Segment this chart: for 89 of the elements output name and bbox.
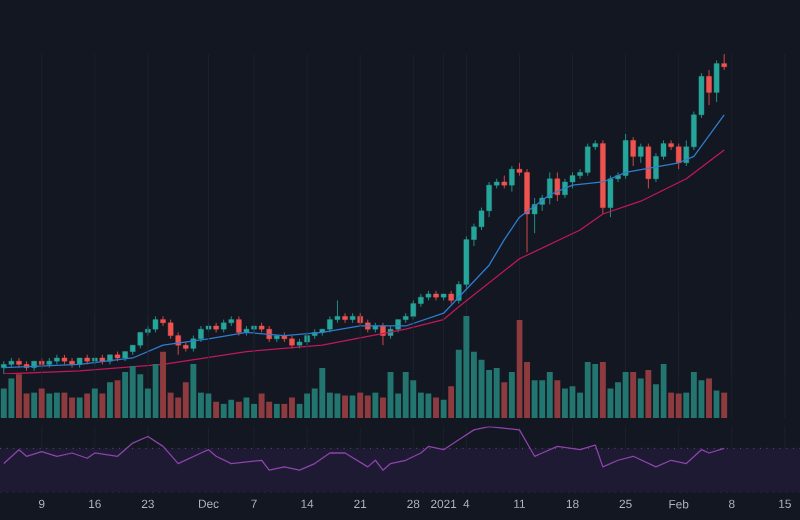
bar [91,388,98,418]
candlestick [584,143,591,177]
bar [69,397,75,418]
bar [607,388,614,418]
bar [622,372,629,418]
bar [53,392,60,418]
bar [213,401,220,418]
bar [220,403,227,418]
bar [372,392,379,418]
bar [706,378,712,418]
bar [61,392,68,418]
bar [334,393,341,418]
bar [433,397,439,418]
bar [16,374,22,418]
bar [584,361,591,418]
bar [448,386,455,418]
bar [645,370,652,418]
bar [357,392,364,418]
candlestick [607,175,614,218]
bar [364,395,371,418]
bar [554,380,561,418]
bar [258,393,265,418]
bar [546,372,553,418]
candlestick [1,360,7,374]
bar [76,397,83,418]
bar [531,380,538,418]
candlestick [531,197,538,234]
bar [273,403,280,418]
bar [129,365,136,418]
bar [637,378,644,418]
candlestick [342,312,348,324]
bar [425,393,432,418]
candlestick [713,59,720,103]
bar [107,382,113,418]
bar [8,378,15,418]
bar [592,363,599,418]
candlestick [16,357,22,369]
candlestick [562,178,568,199]
candlestick [721,53,727,71]
candlestick [509,165,515,193]
bar [251,403,257,418]
bar [182,382,189,418]
bar [675,393,682,418]
bar [561,388,568,418]
bar [402,372,409,418]
bar [668,392,675,418]
bar [190,363,197,418]
bar [342,395,348,418]
candlestick [167,319,174,340]
candlestick [334,299,341,324]
bar [243,397,250,418]
bar [84,393,91,418]
bar [235,401,242,418]
candlestick [554,171,561,202]
bar [46,393,53,418]
bar [630,372,637,418]
bar [463,316,470,418]
bar [410,380,417,418]
candlestick [675,143,682,170]
bar [721,392,728,418]
bar [599,361,606,418]
candlestick [622,133,629,180]
candlestick [630,136,636,167]
bar [266,401,273,418]
bar [698,380,705,418]
bar [289,397,295,418]
candlestick [54,354,60,365]
bar [319,368,326,418]
bar [440,399,447,418]
bar [690,372,697,418]
candlestick [547,171,553,205]
bar [99,393,106,418]
candlestick [706,69,712,106]
candlestick [524,168,530,253]
bar [38,388,45,418]
bar [304,393,311,418]
candlestick [236,315,242,337]
bar [508,372,515,418]
bar [160,351,166,418]
bar [228,399,235,418]
candlestick [69,357,75,369]
candlestick [638,143,644,164]
bar [122,372,129,418]
candlestick [645,143,652,189]
bar [137,374,144,418]
bar [493,368,500,418]
bar [281,403,288,418]
bar [501,382,508,418]
bar [379,397,386,418]
